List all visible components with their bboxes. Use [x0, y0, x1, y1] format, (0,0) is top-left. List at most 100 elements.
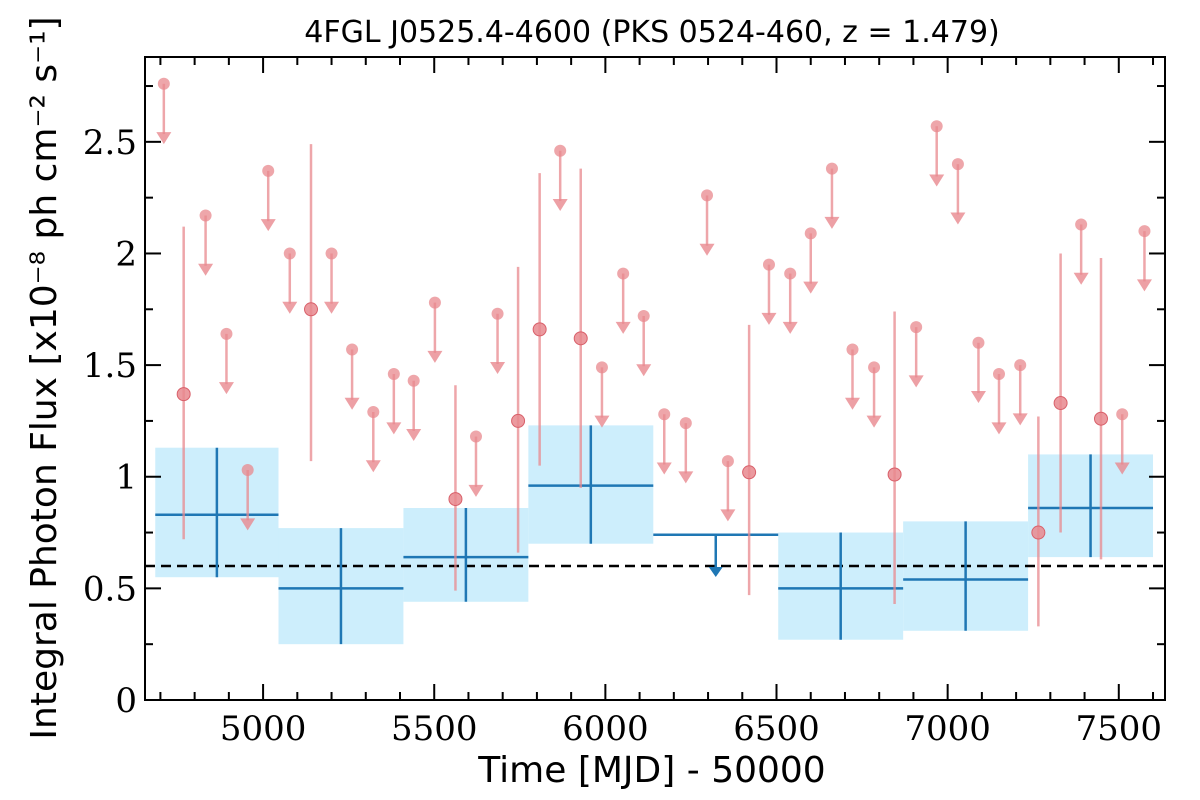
fine-ul-marker-4	[262, 164, 275, 177]
fine-ul-arrow-14	[552, 199, 568, 212]
fine-ul-marker-7	[346, 343, 359, 356]
fine-ul-arrow-20	[699, 243, 715, 256]
fine-ul-marker-16	[617, 267, 630, 280]
fine-point-0	[176, 387, 191, 402]
fine-ul-marker-28	[910, 321, 923, 334]
fine-ul-arrow-25	[824, 216, 840, 229]
fine-ul-marker-1	[199, 209, 212, 222]
fine-ul-arrow-33	[1012, 413, 1028, 426]
fine-ul-arrow-27	[866, 415, 882, 428]
chart-title: 4FGL J0525.4-4600 (PKS 0524-460, z = 1.4…	[304, 15, 999, 50]
fine-ul-marker-25	[825, 162, 838, 175]
fine-ul-arrow-28	[908, 375, 924, 388]
fine-ul-arrow-10	[406, 429, 422, 442]
y-tick-label-2: 1	[115, 458, 137, 498]
fine-ul-marker-5	[283, 247, 296, 260]
fine-ul-marker-14	[554, 144, 567, 157]
fine-ul-marker-36	[1138, 225, 1151, 238]
fine-ul-marker-35	[1116, 408, 1129, 421]
fine-ul-arrow-32	[991, 422, 1007, 435]
y-axis-label: Integral Photon Flux [x10⁻⁸ ph cm⁻² s⁻¹]	[24, 16, 65, 739]
fine-ul-marker-22	[762, 258, 775, 271]
fine-ul-marker-6	[325, 247, 338, 260]
fine-ul-arrow-6	[324, 301, 340, 314]
fine-ul-marker-32	[992, 368, 1005, 381]
fine-ul-marker-33	[1014, 359, 1027, 372]
fine-ul-arrow-7	[344, 397, 360, 410]
y-tick-label-3: 1.5	[83, 346, 137, 386]
fine-point-5	[573, 331, 588, 346]
fine-ul-arrow-9	[386, 422, 402, 435]
axis-ticks: 5000 5500 6000 6500 7000 7500 0 0.5 1 1.5 2 2.5	[83, 57, 1165, 749]
fine-ul-arrow-12	[468, 484, 484, 497]
fine-ul-marker-34	[1075, 218, 1088, 231]
fine-ul-marker-13	[491, 307, 504, 320]
x-tick-label-1: 5500	[391, 709, 478, 749]
fine-point-7	[887, 467, 902, 482]
fine-ul-arrow-31	[970, 391, 986, 404]
fine-ul-marker-11	[428, 296, 441, 309]
fine-ul-arrow-21	[720, 509, 736, 522]
x-tick-label-4: 7000	[904, 709, 991, 749]
plot-frame	[144, 56, 1166, 701]
fine-ul-marker-2	[220, 327, 233, 340]
fine-ul-arrow-1	[198, 263, 214, 276]
fine-ul-arrow-8	[365, 460, 381, 473]
fine-ul-arrow-11	[427, 350, 443, 363]
x-tick-label-0: 5000	[220, 709, 307, 749]
fine-ul-arrow-35	[1114, 462, 1130, 475]
fine-ul-marker-20	[701, 189, 714, 202]
fine-ul-arrow-5	[282, 301, 298, 314]
fine-point-10	[1093, 411, 1108, 426]
y-tick-label-1: 0.5	[83, 569, 137, 609]
fine-ul-arrow-23	[782, 321, 798, 334]
fine-point-1	[304, 302, 319, 317]
x-axis-label: Time [MJD] - 50000	[477, 750, 825, 791]
fine-ul-marker-9	[387, 368, 400, 381]
fine-ul-marker-18	[658, 408, 671, 421]
fine-ul-marker-10	[407, 374, 420, 387]
fine-ul-marker-17	[637, 309, 650, 322]
fine-point-6	[742, 465, 757, 480]
x-tick-label-2: 6000	[562, 709, 649, 749]
fine-ul-marker-21	[721, 455, 734, 468]
fine-point-9	[1053, 396, 1068, 411]
fine-ul-arrow-24	[803, 281, 819, 294]
fine-ul-arrow-13	[490, 362, 506, 375]
fine-ul-arrow-16	[615, 321, 631, 334]
fine-point-4	[532, 322, 547, 337]
fine-ul-marker-23	[784, 267, 797, 280]
fine-ul-marker-29	[930, 120, 943, 133]
fine-ul-arrow-17	[636, 364, 652, 377]
fine-ul-arrow-0	[156, 132, 172, 145]
fine-ul-marker-3	[241, 464, 254, 477]
fine-ul-marker-8	[367, 405, 380, 418]
fine-ul-arrow-36	[1136, 279, 1152, 292]
fine-ul-arrow-22	[761, 312, 777, 325]
fine-ul-marker-26	[846, 343, 859, 356]
fine-ul-arrow-2	[218, 382, 234, 395]
fine-ul-arrow-30	[950, 212, 966, 225]
fine-ul-arrow-34	[1073, 272, 1089, 285]
fine-point-8	[1031, 525, 1046, 540]
fine-ul-arrow-29	[929, 174, 945, 187]
fine-ul-arrow-19	[678, 471, 694, 484]
x-tick-label-3: 6500	[733, 709, 820, 749]
fine-ul-marker-30	[951, 158, 964, 171]
fine-ul-arrow-18	[656, 462, 672, 475]
x-tick-label-5: 7500	[1076, 709, 1163, 749]
y-tick-label-5: 2.5	[83, 123, 137, 163]
fine-point-2	[448, 492, 463, 507]
y-tick-label-4: 2	[115, 234, 137, 274]
fine-ul-arrow-26	[844, 397, 860, 410]
fine-point-3	[511, 413, 526, 428]
fine-ul-marker-0	[157, 77, 170, 90]
coarse-ul-arrow-0	[708, 566, 723, 577]
fine-ul-arrow-15	[594, 415, 610, 428]
fine-ul-marker-15	[595, 361, 608, 374]
y-tick-label-0: 0	[115, 681, 137, 721]
fine-ul-arrow-3	[240, 518, 256, 531]
fine-ul-marker-19	[679, 417, 692, 430]
fine-ul-arrow-4	[260, 219, 276, 232]
